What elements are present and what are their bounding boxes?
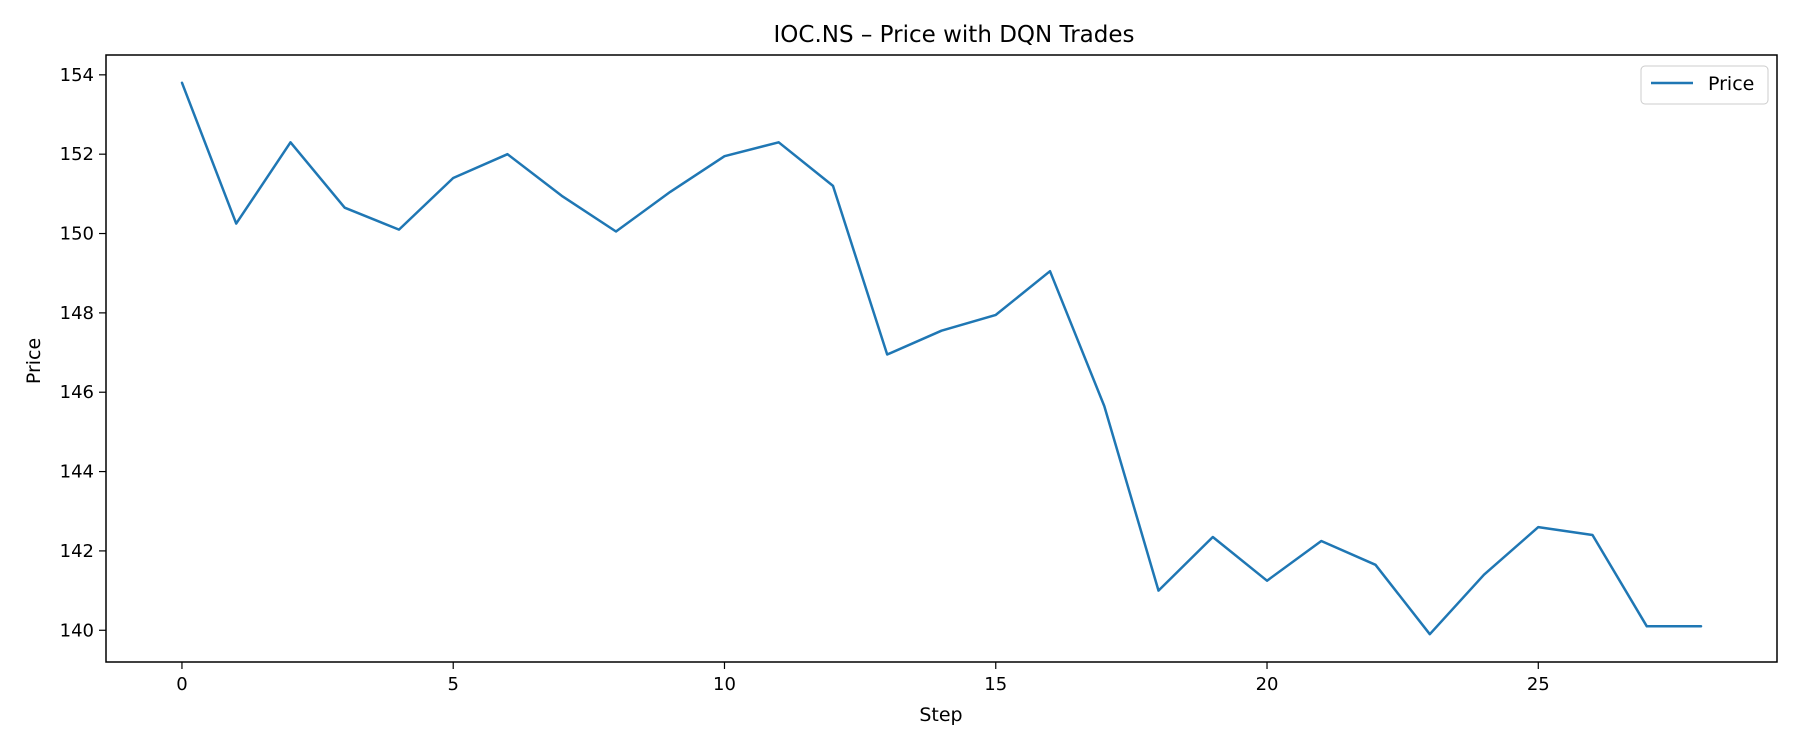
x-tick-label: 15	[984, 674, 1007, 695]
y-axis-ticks: 140 142 144 146 148 150 152 154	[60, 65, 106, 641]
x-axis-title: Step	[919, 704, 962, 726]
y-tick-label: 140	[60, 620, 94, 641]
y-tick-label: 152	[60, 144, 94, 165]
x-tick-label: 0	[176, 674, 187, 695]
legend-box	[1640, 65, 1769, 105]
y-tick-label: 142	[60, 541, 94, 562]
x-tick-label: 5	[447, 674, 458, 695]
legend-label-price: Price	[1708, 73, 1754, 95]
series-layer	[180, 81, 1703, 636]
x-tick-label: 20	[1256, 674, 1279, 695]
y-axis-title: Price	[23, 338, 45, 384]
series-line-price	[180, 81, 1703, 636]
chart-title: IOC.NS – Price with DQN Trades	[774, 22, 1135, 48]
legend: Price	[1640, 65, 1769, 105]
y-tick-label: 154	[60, 65, 94, 86]
plot-area-frame	[105, 54, 1778, 663]
y-tick-label: 150	[60, 224, 94, 245]
y-tick-label: 146	[60, 382, 94, 403]
x-tick-label: 25	[1527, 674, 1550, 695]
y-tick-label: 148	[60, 303, 94, 324]
x-axis-ticks: 0 5 10 15 20 25	[176, 662, 1550, 695]
y-tick-label: 144	[60, 462, 94, 483]
x-tick-label: 10	[713, 674, 736, 695]
